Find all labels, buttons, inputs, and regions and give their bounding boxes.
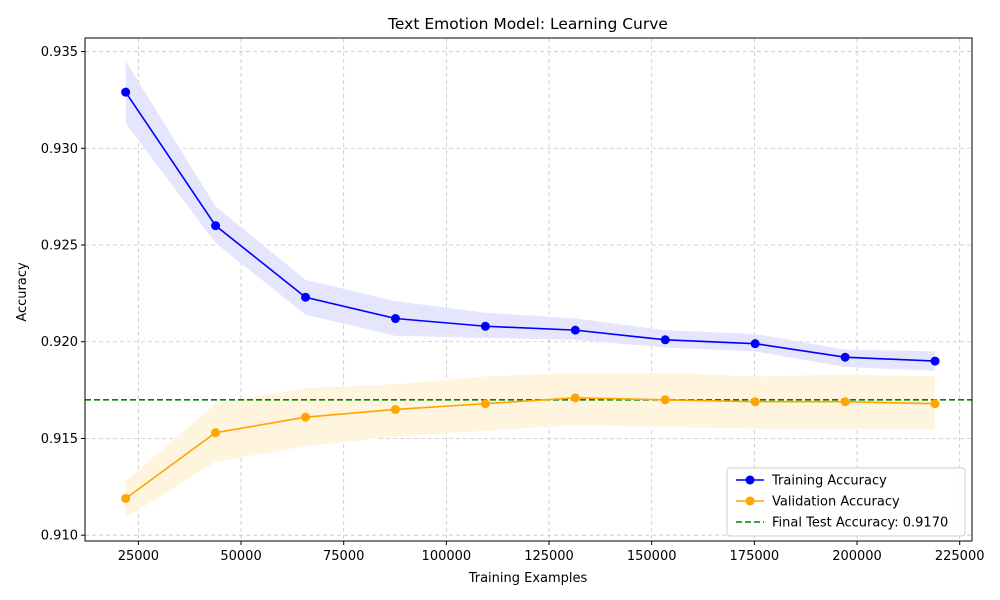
x-tick-label: 50000 [220, 549, 261, 564]
x-tick-label: 175000 [730, 549, 780, 564]
data-point [121, 87, 131, 97]
series-lines [124, 91, 936, 500]
confidence-bands [125, 61, 936, 518]
x-axis-label: Training Examples [468, 571, 588, 586]
data-point [750, 339, 760, 349]
x-tick-label: 150000 [627, 549, 677, 564]
series-line [125, 397, 936, 500]
grid [85, 38, 972, 541]
y-tick-label: 0.920 [41, 335, 78, 350]
x-tick-label: 200000 [832, 549, 882, 564]
y-tick-label: 0.930 [41, 142, 78, 157]
x-axis-ticks: 25000 50000 75000 100000 125000 150000 175000 2… [118, 541, 985, 564]
data-point [121, 493, 131, 503]
x-tick-label: 125000 [524, 549, 574, 564]
data-point [660, 335, 670, 345]
data-point [840, 397, 850, 407]
x-tick-label: 225000 [935, 549, 985, 564]
plot-frame [84, 37, 973, 542]
data-point [570, 325, 580, 335]
data-point [930, 356, 940, 366]
legend-marker [745, 475, 755, 485]
legend-label: Final Test Accuracy: 0.9170 [772, 516, 948, 531]
data-point [211, 428, 221, 438]
y-tick-label: 0.915 [41, 432, 78, 447]
legend: Training Accuracy Validation Accuracy Fina… [726, 467, 966, 537]
y-tick-label: 0.925 [41, 239, 78, 254]
x-tick-label: 75000 [323, 549, 364, 564]
y-tick-label: 0.935 [41, 45, 78, 60]
series-points [121, 87, 940, 503]
confidence-band [125, 61, 936, 371]
data-point [660, 395, 670, 405]
data-point [480, 321, 490, 331]
y-axis-label: Accuracy [15, 262, 30, 322]
legend-label: Training Accuracy [771, 474, 887, 489]
y-tick-label: 0.910 [41, 529, 78, 544]
data-point [390, 404, 400, 414]
chart-title: Text Emotion Model: Learning Curve [387, 15, 668, 33]
data-point [570, 393, 580, 403]
data-point [301, 412, 311, 422]
legend-box [726, 467, 966, 537]
x-tick-label: 100000 [422, 549, 472, 564]
data-point [930, 399, 940, 409]
x-tick-label: 25000 [118, 549, 159, 564]
series-line [124, 91, 936, 362]
legend-marker [745, 496, 755, 506]
data-point [480, 399, 490, 409]
confidence-band [125, 372, 936, 518]
legend-label: Validation Accuracy [772, 495, 900, 510]
data-point [390, 314, 400, 324]
data-point [301, 292, 311, 302]
data-point [750, 397, 760, 407]
data-point [211, 221, 221, 231]
y-axis-ticks: 0.910 0.915 0.920 0.925 0.930 0.935 [41, 45, 85, 544]
data-point [840, 352, 850, 362]
